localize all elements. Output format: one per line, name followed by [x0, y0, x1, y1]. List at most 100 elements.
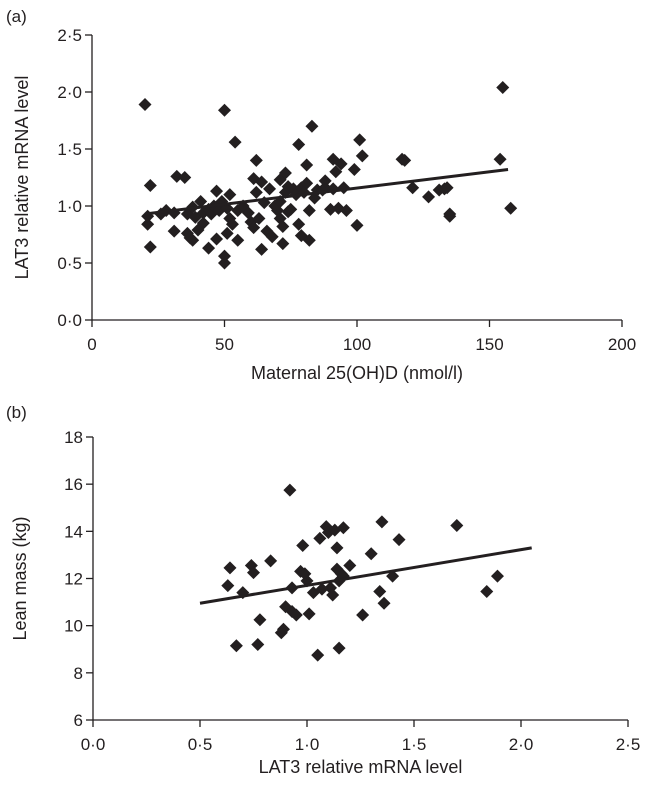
data-point — [255, 242, 269, 256]
data-point — [141, 217, 155, 231]
data-point — [202, 241, 216, 255]
y-axis-title: Lean mass (kg) — [10, 516, 30, 640]
y-tick-label: 8 — [74, 664, 83, 683]
y-tick-label: 2·0 — [57, 83, 82, 102]
data-point — [336, 521, 350, 535]
data-point — [247, 566, 260, 580]
data-point — [229, 639, 243, 653]
data-point — [305, 119, 319, 133]
data-point — [186, 233, 200, 247]
y-tick-label: 12 — [64, 570, 83, 589]
data-point — [249, 185, 263, 199]
y-axis-title: LAT3 relative mRNA level — [12, 76, 32, 280]
data-point — [450, 518, 464, 532]
data-point — [356, 608, 370, 622]
data-point — [221, 579, 235, 593]
chart-panel-b: (b) 0·0 0·5 1·0 1·5 2·0 2·5 6 8 10 12 14 16 18 LAT3 re… — [6, 403, 640, 777]
data-point — [496, 80, 510, 94]
data-point — [300, 176, 314, 190]
data-point — [283, 483, 297, 497]
y-tick-label: 0·5 — [57, 254, 82, 273]
data-point — [143, 178, 157, 192]
data-point — [196, 216, 210, 230]
y-tick-label: 10 — [64, 617, 83, 636]
data-point — [167, 224, 181, 238]
data-point — [364, 547, 378, 561]
data-point — [276, 220, 290, 234]
data-point — [252, 212, 266, 226]
data-point — [315, 582, 329, 596]
data-point — [223, 561, 237, 575]
data-point — [223, 188, 237, 202]
panel-label: (b) — [6, 403, 27, 422]
data-point — [406, 181, 420, 195]
data-point — [276, 622, 290, 636]
data-point — [218, 103, 231, 117]
data-point — [292, 137, 306, 151]
data-point — [422, 190, 436, 204]
x-tick-label: 1·0 — [295, 735, 320, 754]
chart-panel-a: (a) 0 50 100 150 200 0·0 0·5 1·0 1·5 2·0 2·5 Materna… — [6, 7, 636, 383]
data-point — [210, 184, 224, 198]
y-tick-label: 1·5 — [57, 140, 82, 159]
data-point — [210, 232, 224, 246]
data-point — [194, 194, 208, 208]
data-point — [225, 217, 239, 231]
data-point — [373, 584, 387, 598]
data-point — [255, 175, 269, 189]
x-tick-label: 2·5 — [616, 735, 641, 754]
y-tick-label: 14 — [64, 522, 83, 541]
data-point — [375, 515, 389, 529]
data-point — [490, 569, 504, 583]
y-tick-label: 0·0 — [57, 311, 82, 330]
data-point — [300, 158, 314, 172]
data-point — [276, 237, 290, 251]
data-point — [138, 98, 152, 112]
data-point — [278, 166, 292, 180]
data-point — [249, 153, 263, 167]
data-point — [493, 152, 507, 166]
x-tick-label: 150 — [475, 335, 503, 354]
data-point — [302, 204, 316, 218]
data-point — [318, 174, 332, 188]
data-point — [263, 182, 277, 196]
data-point — [377, 596, 391, 610]
data-point — [220, 226, 234, 240]
x-tick-label: 200 — [608, 335, 636, 354]
data-point — [480, 584, 494, 598]
data-point — [326, 588, 340, 602]
data-point — [313, 531, 327, 545]
data-point — [343, 559, 357, 573]
y-tick-label: 1·0 — [57, 197, 82, 216]
data-point — [218, 249, 231, 263]
data-point — [443, 209, 457, 223]
data-point — [350, 218, 364, 232]
x-tick-label: 50 — [215, 335, 234, 354]
data-point — [292, 217, 306, 231]
data-point — [247, 221, 261, 235]
data-point — [231, 233, 245, 247]
x-tick-label: 0·5 — [188, 735, 213, 754]
x-tick-label: 100 — [343, 335, 371, 354]
data-point — [355, 149, 369, 163]
x-tick-label: 2·0 — [509, 735, 534, 754]
data-point — [302, 607, 316, 621]
trend-line — [144, 168, 509, 216]
x-axis-title: Maternal 25(OH)D (nmol/l) — [251, 363, 463, 383]
data-point — [228, 135, 242, 149]
data-point — [311, 648, 325, 662]
data-point — [504, 201, 518, 215]
data-point — [339, 204, 353, 218]
data-point — [347, 163, 361, 177]
data-point — [353, 133, 367, 147]
data-point — [392, 533, 406, 547]
y-tick-label: 16 — [64, 475, 83, 494]
data-point — [170, 169, 184, 183]
data-point — [296, 538, 310, 552]
data-point — [329, 165, 343, 179]
data-point — [334, 157, 348, 171]
y-tick-label: 6 — [74, 711, 83, 730]
x-tick-label: 0 — [87, 335, 96, 354]
data-point — [265, 230, 279, 244]
